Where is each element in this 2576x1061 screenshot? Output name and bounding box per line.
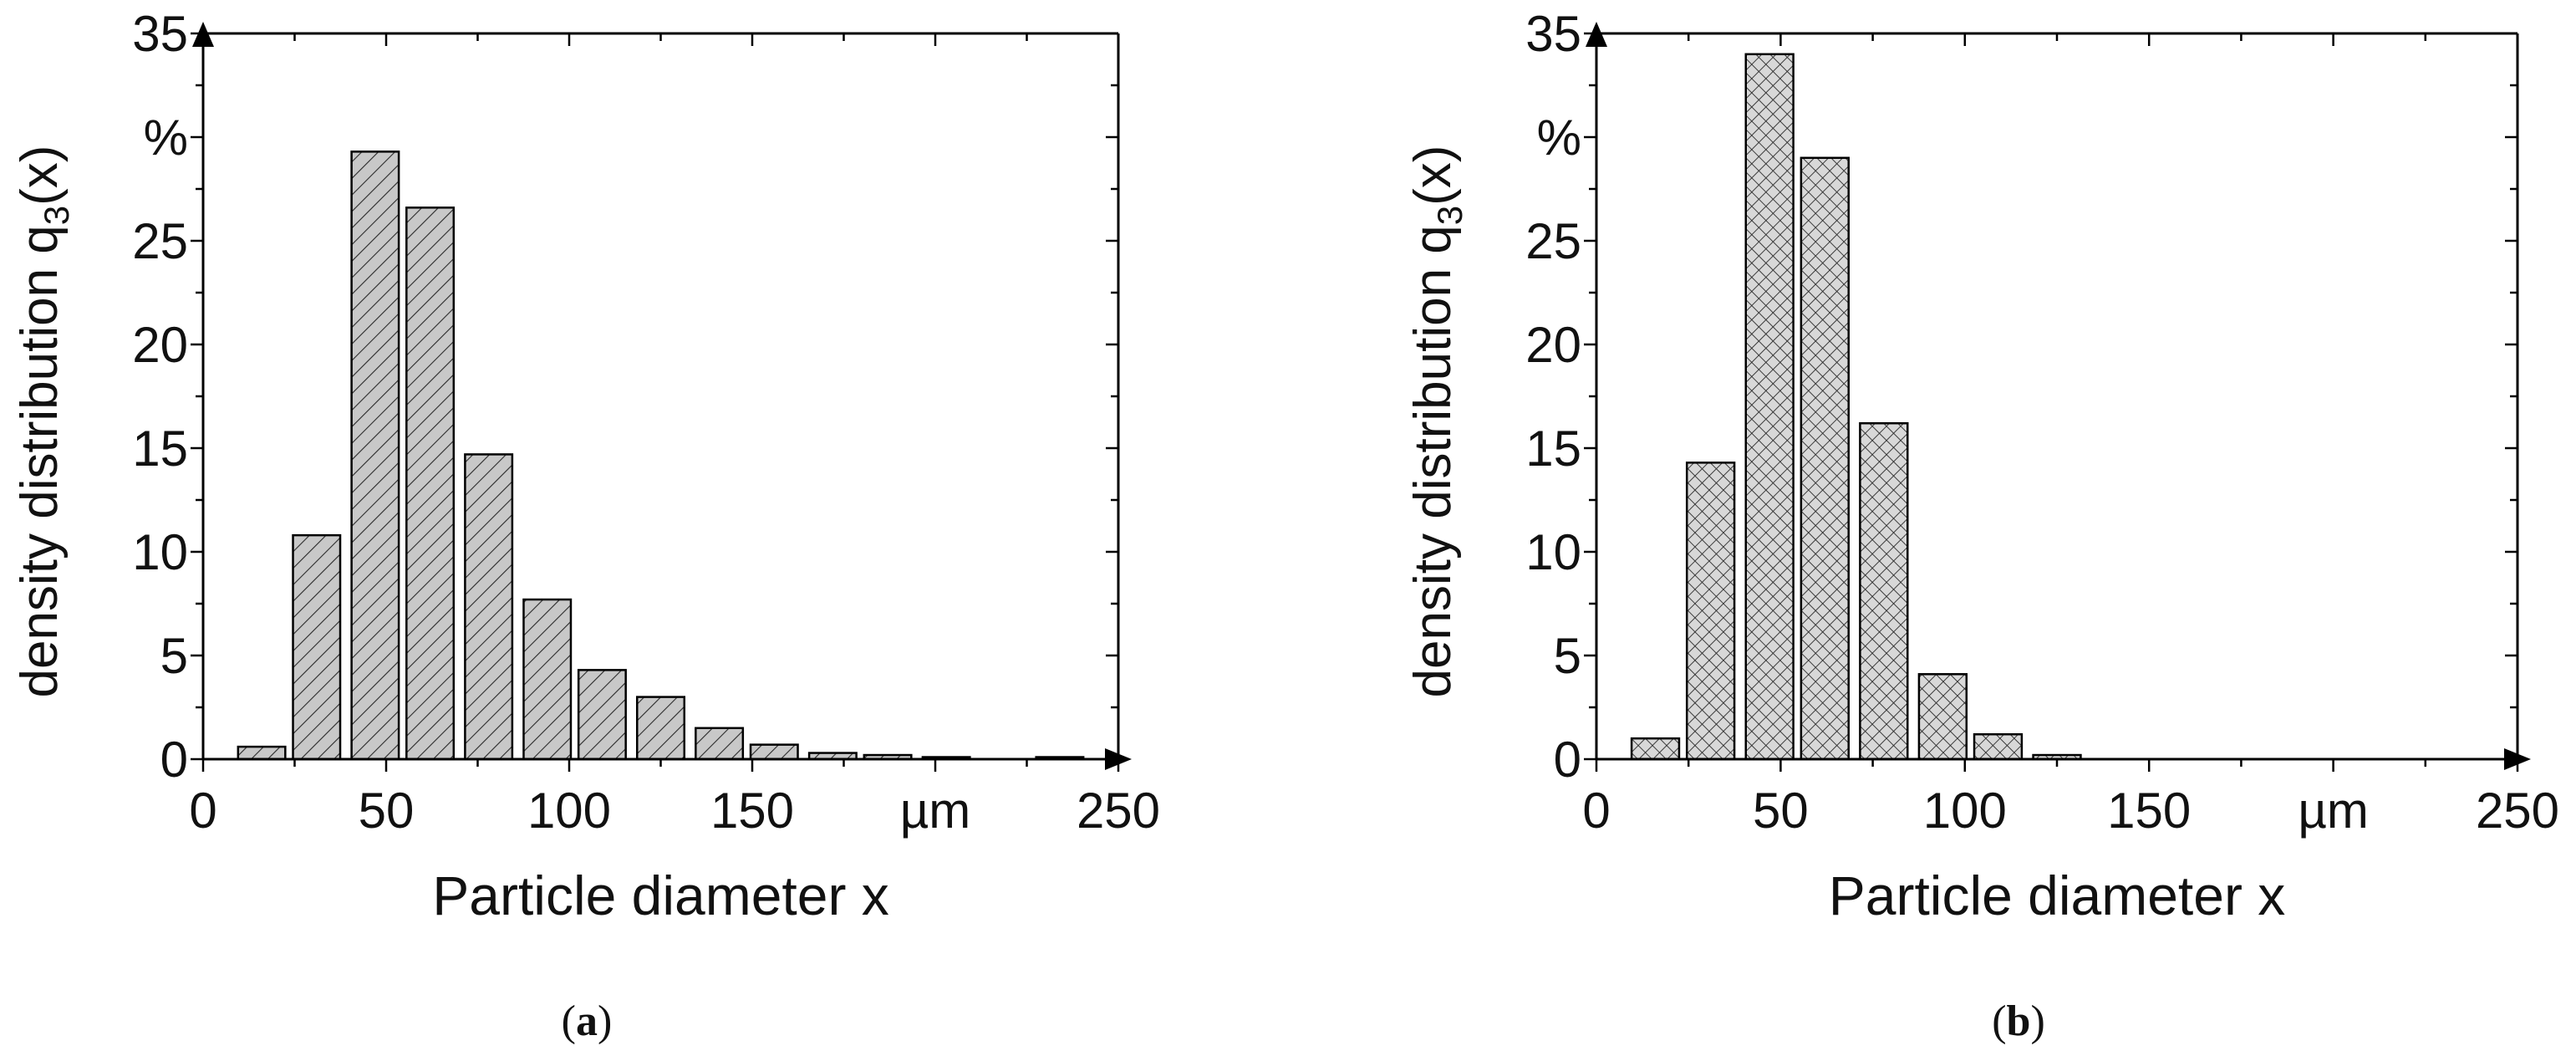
bar-a-1 (292, 533, 342, 761)
bar-a-4 (464, 453, 514, 761)
y-tick-label-b: 35 (1525, 6, 1581, 62)
bar-a-6 (577, 669, 627, 761)
caption-a: (a) (562, 997, 613, 1045)
y-tick-label-b: 0 (1554, 732, 1581, 788)
y-tick-label-b: 5 (1554, 628, 1581, 684)
x-tick-label-a: 0 (189, 783, 216, 839)
y-tick-label-a: 20 (132, 317, 188, 373)
bar-b-0 (1630, 737, 1681, 761)
y-tick-label-b: 20 (1525, 317, 1581, 373)
bar-a-5 (522, 598, 573, 761)
x-tick-label-b: 0 (1582, 783, 1610, 839)
y-tick-label-b: 25 (1525, 213, 1581, 269)
x-tick-label-b: 50 (1753, 783, 1809, 839)
x-tick-label-a: 100 (527, 783, 611, 839)
y-tick-label-a: 0 (160, 732, 188, 788)
y-axis-title-a: density distribution q3(x) (11, 145, 76, 698)
x-tick-label-a: 250 (1077, 783, 1160, 839)
bar-a-7 (635, 696, 686, 761)
bar-b-4 (1859, 421, 1909, 761)
x-tick-label-b: 250 (2476, 783, 2559, 839)
y-unit-b: % (1537, 110, 1581, 166)
x-axis-title-a: Particle diameter x (432, 865, 889, 926)
y-tick-label-b: 15 (1525, 421, 1581, 477)
y-tick-label-a: 5 (160, 628, 188, 684)
y-tick-label-a: 10 (132, 524, 188, 580)
x-axis-title-b: Particle diameter x (1829, 865, 2286, 926)
bar-a-9 (749, 743, 799, 761)
y-tick-label-a: 15 (132, 421, 188, 477)
bar-a-3 (405, 207, 456, 761)
y-tick-label-a: 35 (132, 6, 188, 62)
caption-b: (b) (1992, 997, 2045, 1045)
bar-b-5 (1917, 673, 1968, 761)
x-unit-a: µm (900, 783, 971, 839)
x-tick-label-b: 100 (1923, 783, 2007, 839)
x-tick-label-b: 150 (2107, 783, 2191, 839)
bar-b-3 (1800, 156, 1850, 761)
x-unit-b: µm (2298, 783, 2369, 839)
bar-b-1 (1685, 462, 1736, 761)
y-tick-label-b: 10 (1525, 524, 1581, 580)
y-tick-label-a: 25 (132, 213, 188, 269)
bar-b-2 (1744, 53, 1795, 761)
bar-a-2 (350, 150, 400, 761)
y-unit-a: % (144, 110, 188, 166)
x-tick-label-a: 150 (710, 783, 794, 839)
bar-a-0 (237, 745, 287, 761)
bar-a-8 (695, 727, 745, 761)
x-tick-label-a: 50 (359, 783, 415, 839)
y-axis-title-b: density distribution q3(x) (1404, 145, 1469, 698)
bar-b-6 (1973, 732, 2024, 761)
